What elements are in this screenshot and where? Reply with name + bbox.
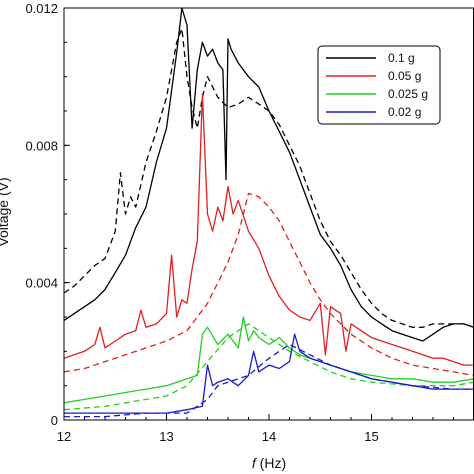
legend-label-0: 0.1 g	[388, 51, 415, 65]
y-axis-label: Voltage (V)	[0, 177, 11, 246]
legend-label-3: 0.02 g	[388, 105, 421, 119]
series-line-0_05g-dashed	[63, 192, 474, 377]
series-line-0_05g-solid	[63, 93, 474, 366]
series-line-0_1g-dashed	[63, 27, 474, 328]
series-line-0_02g-solid	[64, 333, 474, 414]
series-line-0_025g-solid	[63, 316, 474, 404]
legend-label-1: 0.05 g	[388, 69, 421, 83]
series-line-0_025g-dashed	[63, 323, 474, 411]
x-tick-label-3: 15	[364, 429, 378, 444]
series-layer	[63, 7, 474, 418]
x-axis-label-symbol: f	[252, 455, 258, 471]
series-line-0_1g-solid	[63, 7, 474, 342]
y-tick-label-0: 0	[51, 413, 58, 428]
series-line-0_02g-dashed	[64, 343, 474, 418]
x-axis-label-unit: (Hz)	[256, 455, 286, 471]
y-tick-label-2: 0.008	[25, 138, 58, 153]
y-tick-label-3: 0.012	[25, 1, 58, 16]
x-tick-label-2: 14	[262, 429, 276, 444]
x-tick-label-1: 13	[159, 429, 173, 444]
x-axis-label: f (Hz)	[252, 455, 286, 471]
x-tick-label-0: 12	[57, 429, 71, 444]
tick-labels: 12 13 14 15 0 0.004 0.008 0.012	[25, 1, 378, 444]
legend-box	[317, 45, 441, 125]
legend: 0.1 g 0.05 g 0.025 g 0.02 g	[317, 45, 441, 125]
legend-label-2: 0.025 g	[388, 87, 428, 101]
y-tick-label-1: 0.004	[25, 276, 58, 291]
y-axis-label-group: Voltage (V)	[0, 177, 11, 246]
